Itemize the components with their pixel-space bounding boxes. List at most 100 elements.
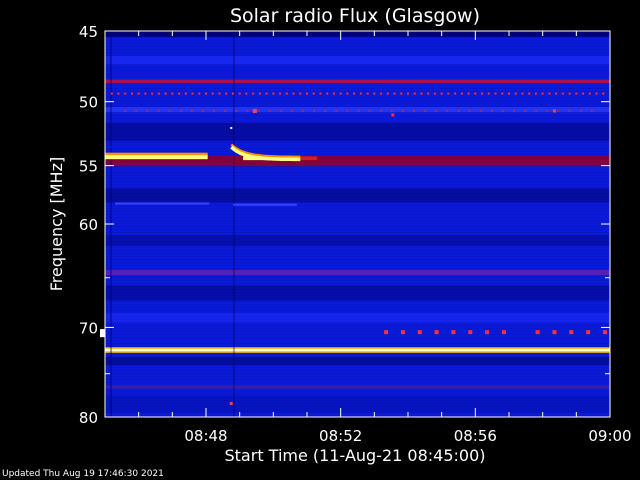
dot-row-0-dot	[306, 92, 308, 95]
texture-stripe	[105, 97, 610, 98]
dot-row-0-dot	[534, 92, 537, 95]
dot-row-0-dot	[272, 92, 275, 95]
texture-stripe	[105, 106, 610, 107]
dot-row-1-dot	[190, 110, 193, 113]
dot-row-1-dot	[301, 110, 304, 113]
texture-stripe	[105, 328, 610, 329]
dot-row-2-dot	[400, 330, 405, 335]
dot-row-1-dot	[490, 110, 493, 113]
texture-stripe	[105, 415, 610, 416]
y-tick-label: 45	[79, 23, 98, 41]
dot-row-0-dot	[299, 92, 302, 95]
texture-stripe	[105, 79, 610, 80]
texture-stripe	[105, 346, 610, 347]
texture-stripe	[105, 379, 610, 380]
vertical-streak-1	[232, 31, 235, 417]
dot-row-1-dot	[401, 110, 404, 113]
texture-stripe	[105, 409, 610, 410]
dot-row-1-dot	[146, 110, 149, 113]
dot-row-1-dot	[457, 110, 460, 113]
texture-stripe	[105, 115, 610, 116]
texture-stripe	[105, 169, 610, 170]
band-1	[105, 55, 610, 65]
texture-stripe	[105, 337, 610, 338]
dot-row-2-dot	[468, 330, 473, 335]
dot-row-3-dot	[535, 330, 540, 335]
dot-row-1-dot	[213, 110, 216, 113]
dot-row-0-dot	[285, 92, 288, 95]
dot-row-0-dot	[413, 92, 416, 95]
dot-row-1-dot	[524, 110, 527, 113]
texture-stripe	[105, 262, 610, 263]
texture-stripe	[105, 208, 610, 209]
dot-row-1-dot	[157, 110, 160, 113]
dot-row-1-dot	[235, 110, 238, 113]
dot-row-0-dot	[602, 92, 605, 95]
dot-row-0-dot	[137, 92, 140, 95]
dot-row-1-dot	[168, 110, 171, 113]
dot-row-3-dot	[586, 330, 591, 335]
texture-stripe	[105, 100, 610, 101]
dot-row-1-dot	[313, 110, 316, 113]
texture-stripe	[105, 91, 610, 92]
texture-stripe	[105, 64, 610, 65]
dot-row-3-dot	[569, 330, 574, 335]
texture-stripe	[105, 94, 610, 95]
dot-row-0-dot	[258, 92, 261, 95]
dot-row-0-dot	[568, 92, 571, 95]
y-tick-label: 50	[79, 94, 98, 112]
dot-row-0-dot	[467, 92, 470, 95]
dot-row-1-dot	[179, 110, 182, 113]
texture-stripe	[105, 307, 610, 308]
dot-row-0-dot	[211, 92, 214, 95]
texture-stripe	[105, 70, 610, 71]
dot-row-1-dot	[368, 110, 371, 113]
texture-stripe	[105, 340, 610, 341]
texture-stripe	[105, 286, 610, 287]
dot-row-0-dot	[582, 92, 585, 95]
texture-stripe	[105, 46, 610, 47]
texture-stripe	[105, 142, 610, 143]
dot-row-1-dot	[579, 110, 582, 113]
texture-stripe	[105, 253, 610, 254]
dot-row-1-dot	[390, 110, 393, 113]
texture-stripe	[105, 49, 610, 50]
dot-row-0-dot	[595, 92, 598, 95]
dot-row-0-dot	[117, 92, 120, 95]
dot-row-0-dot	[110, 92, 113, 95]
dot-row-1-dot	[501, 110, 504, 113]
texture-stripe	[105, 256, 610, 257]
dot-row-2-dot	[434, 330, 439, 335]
dot-row-0-dot	[528, 92, 531, 95]
dot-row-1-dot	[557, 110, 560, 113]
texture-stripe	[105, 43, 610, 44]
spot-0	[252, 109, 257, 114]
chart-title: Solar radio Flux (Glasgow)	[230, 5, 480, 27]
texture-stripe	[105, 154, 610, 155]
texture-stripe	[105, 193, 610, 194]
dot-row-0-dot	[393, 92, 396, 95]
band-12	[105, 348, 610, 352]
band-2	[105, 79, 610, 83]
dot-row-0-dot	[407, 92, 409, 95]
red-tail-54mhz	[300, 156, 318, 161]
dot-row-2-dot	[417, 330, 422, 335]
dot-row-0-dot	[514, 92, 517, 95]
dot-row-0-dot	[420, 92, 423, 95]
texture-stripe	[105, 76, 610, 77]
dot-row-0-dot	[508, 92, 510, 95]
dot-row-0-dot	[494, 92, 497, 95]
dot-row-0-dot	[279, 92, 282, 95]
band-3	[105, 107, 610, 113]
dot-row-1-dot	[446, 110, 449, 113]
texture-stripe	[105, 280, 610, 281]
y-axis-label: Frequency [MHz]	[47, 157, 66, 291]
texture-stripe	[105, 301, 610, 302]
texture-stripe	[105, 370, 610, 371]
dot-row-0-dot	[184, 92, 187, 95]
dot-row-0-dot	[151, 92, 154, 95]
dot-row-0-dot	[171, 92, 174, 95]
texture-stripe	[105, 250, 610, 251]
dot-row-0-dot	[373, 92, 376, 95]
texture-stripe	[105, 277, 610, 278]
